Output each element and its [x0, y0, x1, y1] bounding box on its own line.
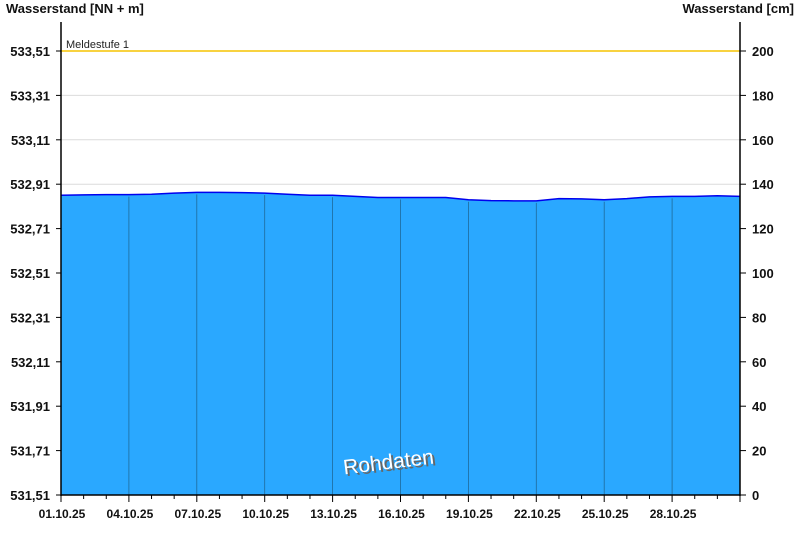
left-tick-label: 532,11 — [11, 355, 50, 370]
right-tick-label: 160 — [752, 133, 774, 148]
x-tick-label: 22.10.25 — [514, 507, 561, 521]
x-tick-label: 25.10.25 — [582, 507, 629, 521]
right-tick-label: 80 — [752, 310, 766, 325]
left-tick-label: 533,31 — [10, 88, 50, 103]
left-axis-title: Wasserstand [NN + m] — [6, 1, 144, 16]
x-tick-label: 13.10.25 — [310, 507, 357, 521]
left-tick-label: 531,71 — [10, 444, 50, 459]
x-tick-label: 07.10.25 — [174, 507, 221, 521]
x-tick-label: 28.10.25 — [650, 507, 697, 521]
right-tick-label: 100 — [752, 266, 774, 281]
right-tick-label: 180 — [752, 88, 774, 103]
left-tick-label: 531,51 — [10, 488, 50, 503]
right-tick-label: 200 — [752, 44, 774, 59]
x-tick-label: 16.10.25 — [378, 507, 425, 521]
right-tick-label: 20 — [752, 444, 766, 459]
water-level-line — [60, 191, 741, 202]
left-tick-label: 533,51 — [10, 44, 50, 59]
x-tick-label: 19.10.25 — [446, 507, 493, 521]
left-tick-label: 532,31 — [10, 310, 50, 325]
right-axis-title: Wasserstand [cm] — [682, 1, 795, 16]
left-tick-label: 532,91 — [10, 177, 50, 192]
right-tick-label: 0 — [752, 488, 759, 503]
left-tick-label: 531,91 — [10, 399, 50, 414]
right-tick-label: 120 — [752, 222, 774, 237]
x-tick-label: 04.10.25 — [107, 507, 154, 521]
left-tick-label: 532,51 — [10, 266, 50, 281]
x-tick-label: 01.10.25 — [39, 507, 86, 521]
right-tick-label: 40 — [752, 399, 766, 414]
left-tick-label: 532,71 — [10, 222, 50, 237]
x-tick-label: 10.10.25 — [242, 507, 289, 521]
threshold-label: Meldestufe 1 — [66, 39, 129, 51]
right-tick-label: 60 — [752, 355, 766, 370]
left-tick-label: 533,11 — [11, 133, 50, 148]
right-tick-label: 140 — [752, 177, 774, 192]
